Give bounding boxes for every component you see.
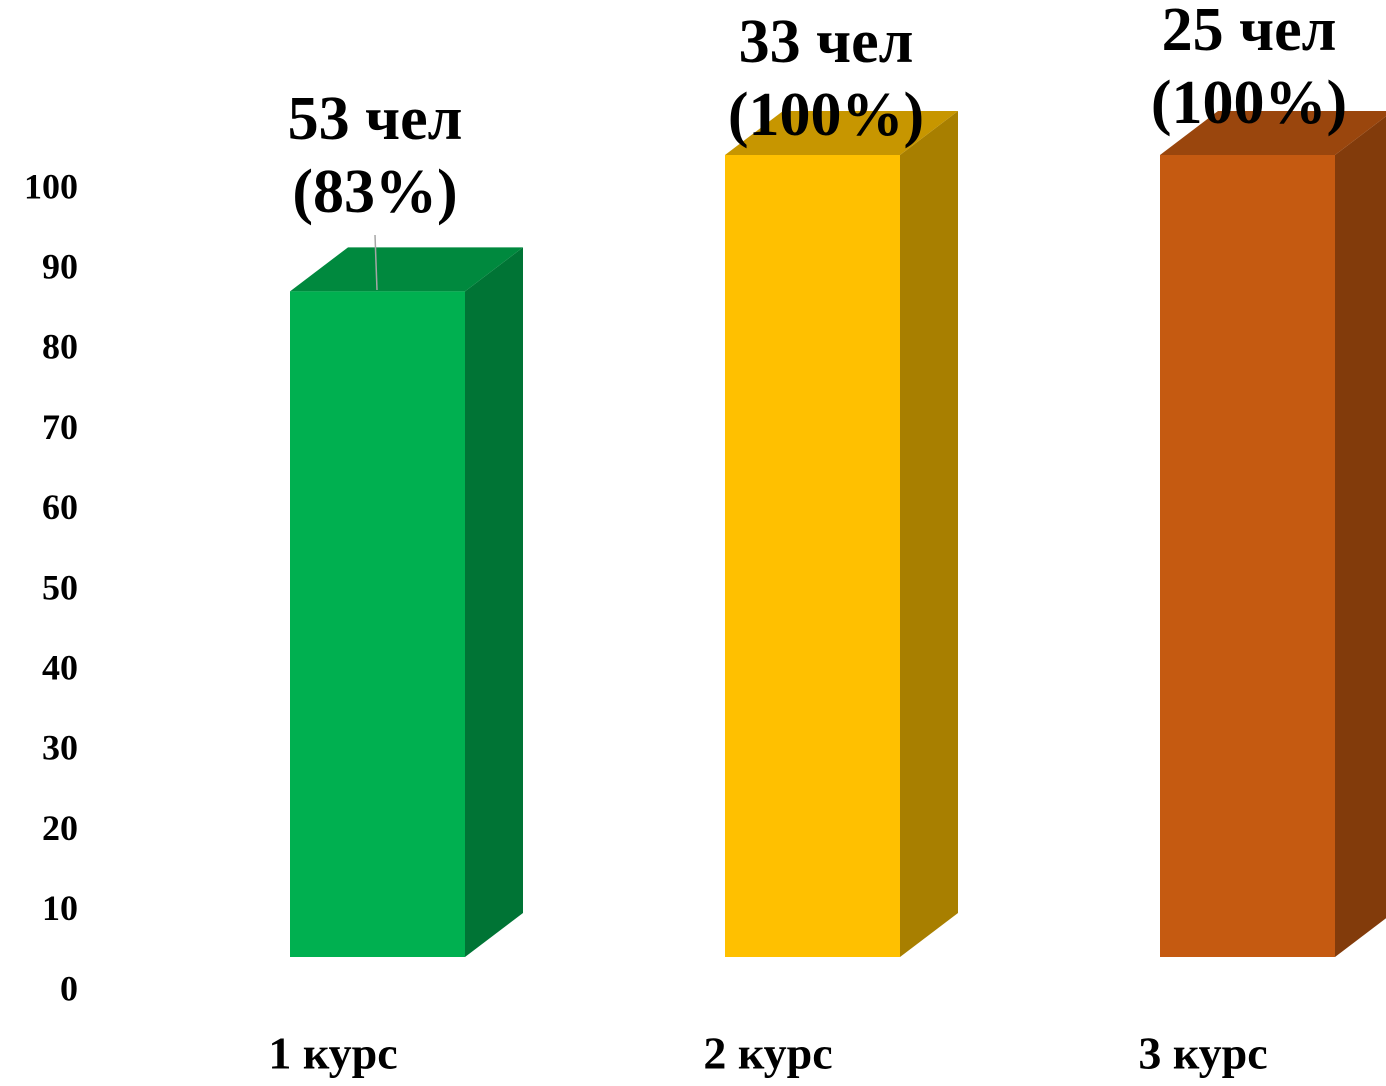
data-label-percent: (83%) — [292, 158, 457, 226]
y-tick-label: 90 — [42, 246, 78, 286]
x-tick-label: 1 курс — [268, 1028, 397, 1079]
y-tick-label: 100 — [24, 166, 78, 206]
bar-top-face — [1160, 111, 1386, 155]
bar-side-face — [1335, 116, 1386, 957]
bar — [725, 111, 958, 957]
y-tick-label: 60 — [42, 487, 78, 527]
x-axis: 1 курс 2 курс 3 курс — [268, 1028, 1267, 1079]
bar — [290, 247, 523, 958]
bar — [1160, 111, 1386, 957]
y-axis: 0 10 20 30 40 50 60 70 80 90 100 — [24, 166, 78, 1008]
x-tick-label: 3 курс — [1138, 1028, 1267, 1079]
bar-top-face — [290, 247, 523, 292]
y-tick-label: 50 — [42, 567, 78, 607]
bar-side-face — [465, 247, 523, 958]
data-label: 33 чел(100%) — [728, 8, 924, 149]
x-tick-label: 2 курс — [703, 1028, 832, 1079]
bar-front-face — [1160, 155, 1335, 957]
y-tick-label: 0 — [60, 968, 78, 1008]
bar-top-face — [725, 111, 958, 155]
bar-front-face — [290, 291, 465, 958]
data-label-count: 33 чел — [739, 8, 914, 76]
data-label-percent: (100%) — [1151, 69, 1347, 137]
data-label-percent: (100%) — [728, 81, 924, 149]
data-label-count: 53 чел — [288, 85, 463, 153]
y-tick-label: 70 — [42, 407, 78, 447]
y-tick-label: 30 — [42, 728, 78, 768]
data-labels: 53 чел(83%)33 чел(100%)25 чел(100%) — [288, 0, 1347, 291]
bars — [290, 111, 1386, 958]
y-tick-label: 20 — [42, 808, 78, 848]
data-label-count: 25 чел — [1162, 0, 1337, 64]
y-tick-label: 80 — [42, 327, 78, 367]
data-label: 25 чел(100%) — [1151, 0, 1347, 137]
y-tick-label: 10 — [42, 888, 78, 928]
data-label: 53 чел(83%) — [288, 85, 463, 226]
bar-side-face — [900, 111, 958, 957]
bar-front-face — [725, 155, 900, 957]
y-tick-label: 40 — [42, 647, 78, 687]
data-label-leader-line — [374, 234, 378, 291]
